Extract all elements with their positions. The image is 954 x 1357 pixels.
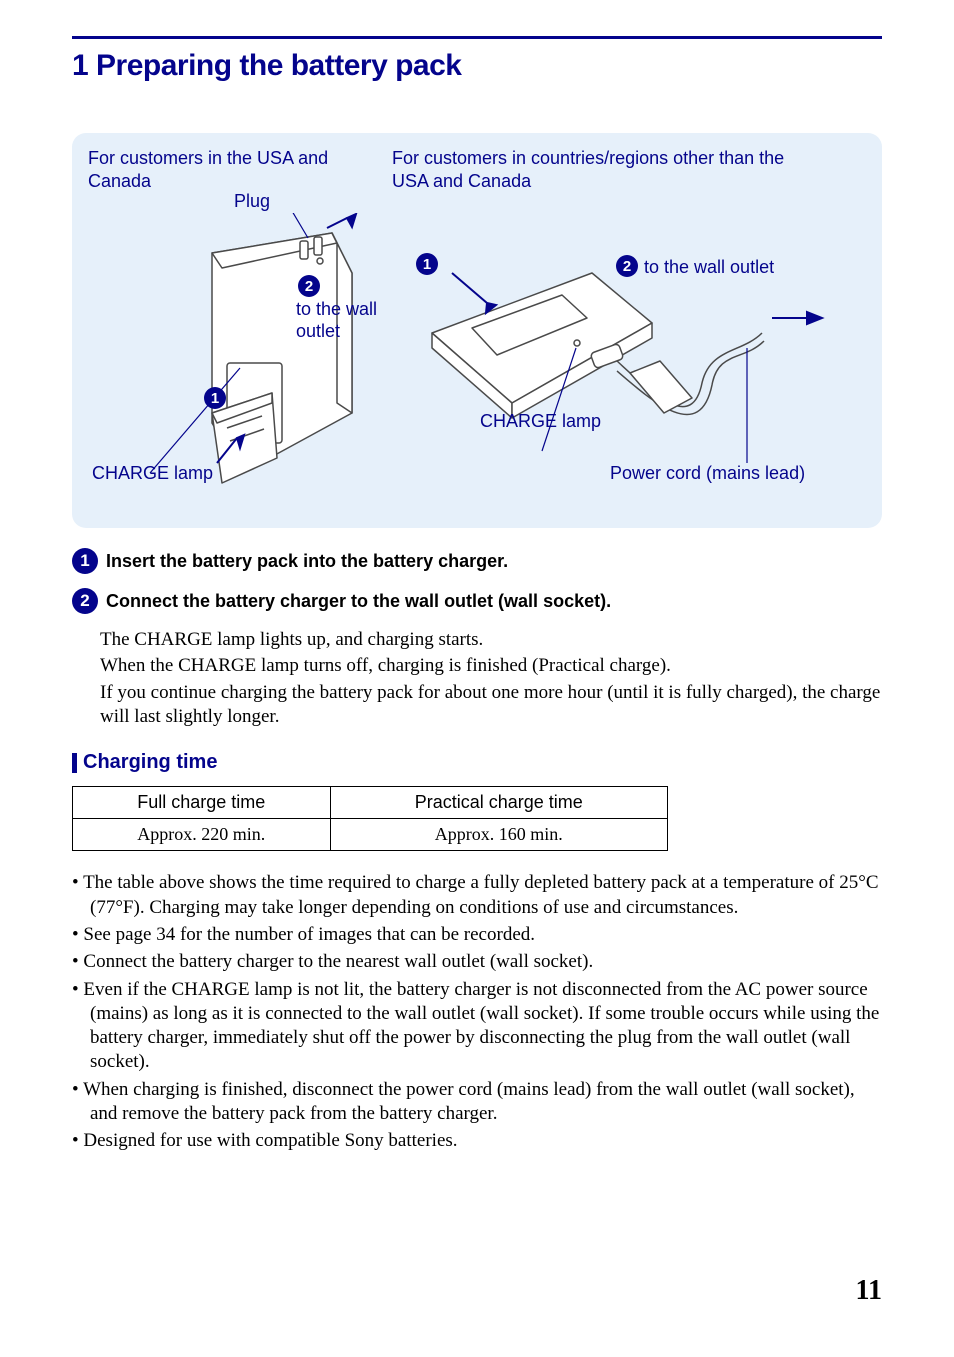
label-to-wall-outlet-right: to the wall outlet [644, 257, 774, 279]
step-2-text: Connect the battery charger to the wall … [106, 591, 611, 612]
subhead-text: Charging time [83, 751, 217, 774]
charging-time-subhead: Charging time [72, 751, 882, 774]
table-col-practical: Practical charge time [330, 787, 667, 819]
step-1-text: Insert the battery pack into the battery… [106, 551, 508, 572]
table-cell-practical: Approx. 160 min. [330, 819, 667, 851]
table-cell-full: Approx. 220 min. [73, 819, 331, 851]
bullet-item: The table above shows the time required … [72, 871, 882, 920]
diagram-container: For customers in the USA and Canada For … [72, 133, 882, 528]
body-p3: If you continue charging the battery pac… [100, 681, 882, 730]
bullets-list: The table above shows the time required … [72, 871, 882, 1153]
diagram-step-1-left: 1 [204, 387, 226, 409]
table-col-full: Full charge time [73, 787, 331, 819]
diagram-heading-usa: For customers in the USA and Canada [88, 147, 368, 194]
body-paragraphs: The CHARGE lamp lights up, and charging … [100, 628, 882, 729]
step-1-row: 1 Insert the battery pack into the batte… [72, 548, 882, 574]
diagram-step-1-right: 1 [416, 253, 438, 275]
step-2-number: 2 [72, 588, 98, 614]
body-p2: When the CHARGE lamp turns off, charging… [100, 654, 882, 678]
label-charge-lamp-left: CHARGE lamp [92, 463, 213, 485]
page-title: 1 Preparing the battery pack [72, 49, 882, 83]
top-horizontal-rule [72, 36, 882, 39]
charging-time-table: Full charge time Practical charge time A… [72, 786, 668, 851]
label-charge-lamp-mid: CHARGE lamp [480, 411, 601, 433]
table-header-row: Full charge time Practical charge time [73, 787, 668, 819]
diagram-step-2-left: 2 [298, 275, 320, 297]
label-to-wall-outlet-left: to the wall outlet [296, 299, 377, 342]
body-p1: The CHARGE lamp lights up, and charging … [100, 628, 882, 652]
label-power-cord: Power cord (mains lead) [610, 463, 805, 485]
page-number: 11 [856, 1275, 882, 1307]
step-2-row: 2 Connect the battery charger to the wal… [72, 588, 882, 614]
step-1-number: 1 [72, 548, 98, 574]
bullet-item: Designed for use with compatible Sony ba… [72, 1129, 882, 1153]
bullet-item: Even if the CHARGE lamp is not lit, the … [72, 978, 882, 1075]
subhead-accent-bar [72, 753, 77, 773]
charger-illustration-left [132, 213, 362, 493]
table-row: Approx. 220 min. Approx. 160 min. [73, 819, 668, 851]
bullet-item: See page 34 for the number of images tha… [72, 923, 882, 947]
bullet-item: Connect the battery charger to the neare… [72, 950, 882, 974]
diagram-step-2-right: 2 [616, 255, 638, 277]
bullet-item: When charging is finished, disconnect th… [72, 1078, 882, 1127]
diagram-heading-other: For customers in countries/regions other… [392, 147, 812, 194]
label-plug: Plug [234, 191, 270, 213]
